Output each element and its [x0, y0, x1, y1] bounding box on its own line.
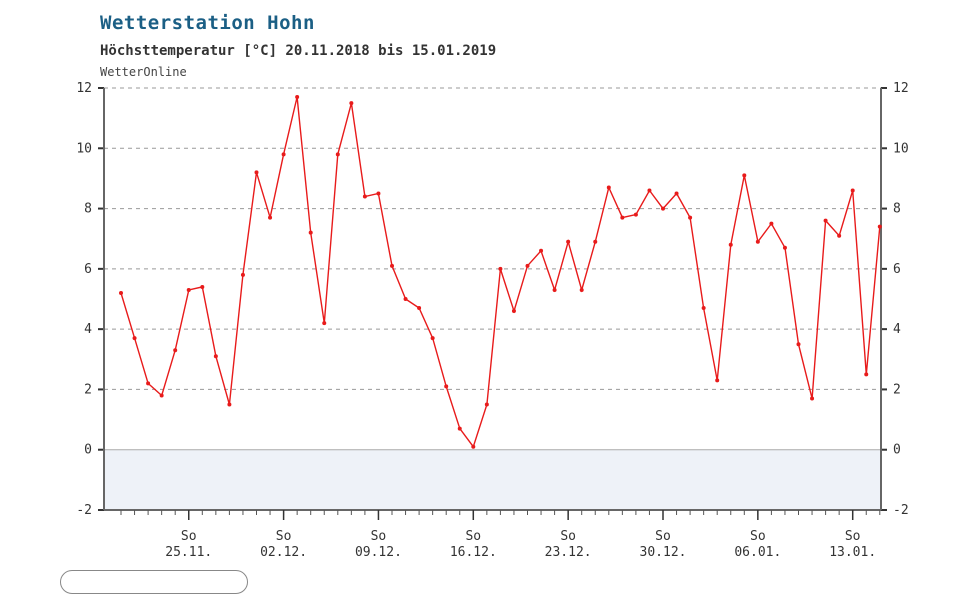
- data-point: [579, 287, 584, 292]
- data-point: [146, 381, 151, 386]
- data-point: [701, 306, 706, 311]
- data-point: [525, 263, 530, 268]
- x-tick-label-weekday: So: [371, 529, 387, 544]
- x-tick-label-date: 16.12.: [450, 545, 497, 560]
- data-point: [444, 384, 449, 389]
- data-point: [837, 233, 842, 238]
- data-point: [471, 444, 476, 449]
- data-point: [200, 284, 205, 289]
- data-point: [877, 224, 882, 229]
- data-point: [268, 215, 273, 220]
- y-tick-label-right: 2: [893, 382, 901, 397]
- x-tick-label-date: 02.12.: [260, 545, 307, 560]
- data-point: [606, 185, 611, 190]
- temperature-series-line: [120, 96, 881, 449]
- data-point: [620, 215, 625, 220]
- data-point: [498, 266, 503, 271]
- y-tick-label-left: 12: [76, 81, 92, 96]
- data-point: [119, 290, 123, 295]
- y-tick-label-left: 2: [84, 382, 92, 397]
- data-point: [186, 287, 191, 292]
- data-point: [864, 372, 869, 377]
- data-point: [661, 206, 665, 211]
- x-tick-label-weekday: So: [465, 529, 481, 544]
- partial-button-outline: [60, 570, 248, 594]
- data-point: [295, 95, 300, 100]
- data-point: [715, 378, 720, 383]
- x-tick-label-weekday: So: [845, 529, 861, 544]
- data-point: [390, 263, 394, 268]
- y-tick-label-right: -2: [893, 503, 909, 518]
- y-tick-label-left: 0: [84, 443, 92, 458]
- data-point: [647, 188, 652, 193]
- data-point: [810, 396, 815, 401]
- data-point: [132, 336, 137, 341]
- data-point: [511, 309, 516, 314]
- x-tick-label-weekday: So: [750, 529, 766, 544]
- data-point: [484, 402, 489, 407]
- data-point: [593, 239, 598, 244]
- x-tick-label-weekday: So: [560, 529, 576, 544]
- data-point: [674, 191, 679, 196]
- data-point: [281, 152, 286, 157]
- data-point: [240, 272, 245, 277]
- x-tick-label-weekday: So: [655, 529, 671, 544]
- x-tick-label-date: 06.01.: [734, 545, 781, 560]
- data-point: [796, 342, 801, 347]
- data-point: [552, 287, 557, 292]
- data-point: [728, 242, 733, 247]
- y-tick-label-left: 6: [84, 262, 92, 277]
- data-point: [173, 348, 178, 353]
- data-point: [322, 321, 327, 326]
- data-point: [227, 402, 232, 407]
- data-point: [362, 194, 367, 199]
- y-tick-label-left: 10: [76, 141, 92, 156]
- data-point: [782, 245, 787, 250]
- data-point: [742, 173, 747, 178]
- y-tick-label-right: 6: [893, 262, 901, 277]
- y-tick-label-right: 0: [893, 443, 901, 458]
- below-zero-area: [104, 449, 881, 510]
- data-point: [539, 248, 544, 253]
- x-tick-label-date: 09.12.: [355, 545, 402, 560]
- data-point: [213, 354, 218, 359]
- data-point: [633, 212, 638, 217]
- data-point: [376, 191, 381, 196]
- y-tick-label-right: 12: [893, 81, 909, 96]
- data-point: [850, 188, 855, 193]
- chart-source: WetterOnline: [100, 65, 187, 79]
- y-tick-label-left: 4: [84, 322, 92, 337]
- x-tick-label-date: 30.12.: [640, 545, 687, 560]
- data-point: [417, 306, 422, 311]
- chart-subtitle: Höchsttemperatur [°C] 20.11.2018 bis 15.…: [100, 43, 497, 59]
- x-tick-label-weekday: So: [276, 529, 292, 544]
- x-tick-label-date: 25.11.: [165, 545, 212, 560]
- x-tick-label-date: 13.01.: [829, 545, 876, 560]
- data-point: [430, 336, 435, 341]
- data-point: [308, 230, 313, 235]
- y-tick-label-right: 10: [893, 141, 909, 156]
- y-tick-label-left: 8: [84, 202, 92, 217]
- x-tick-label-weekday: So: [181, 529, 197, 544]
- data-point: [755, 239, 760, 244]
- data-point: [254, 170, 259, 175]
- chart-title: Wetterstation Hohn: [100, 12, 315, 34]
- data-point: [335, 152, 340, 157]
- data-point: [403, 297, 408, 301]
- data-point: [566, 239, 571, 244]
- x-tick-label-date: 23.12.: [545, 545, 592, 560]
- data-point: [769, 221, 774, 226]
- y-tick-label-right: 4: [893, 322, 901, 337]
- data-point: [457, 426, 462, 431]
- data-point: [159, 393, 164, 398]
- y-tick-label-right: 8: [893, 202, 901, 217]
- y-tick-label-left: -2: [76, 503, 92, 518]
- data-point: [349, 101, 354, 106]
- data-point: [823, 218, 828, 223]
- data-point: [688, 215, 693, 220]
